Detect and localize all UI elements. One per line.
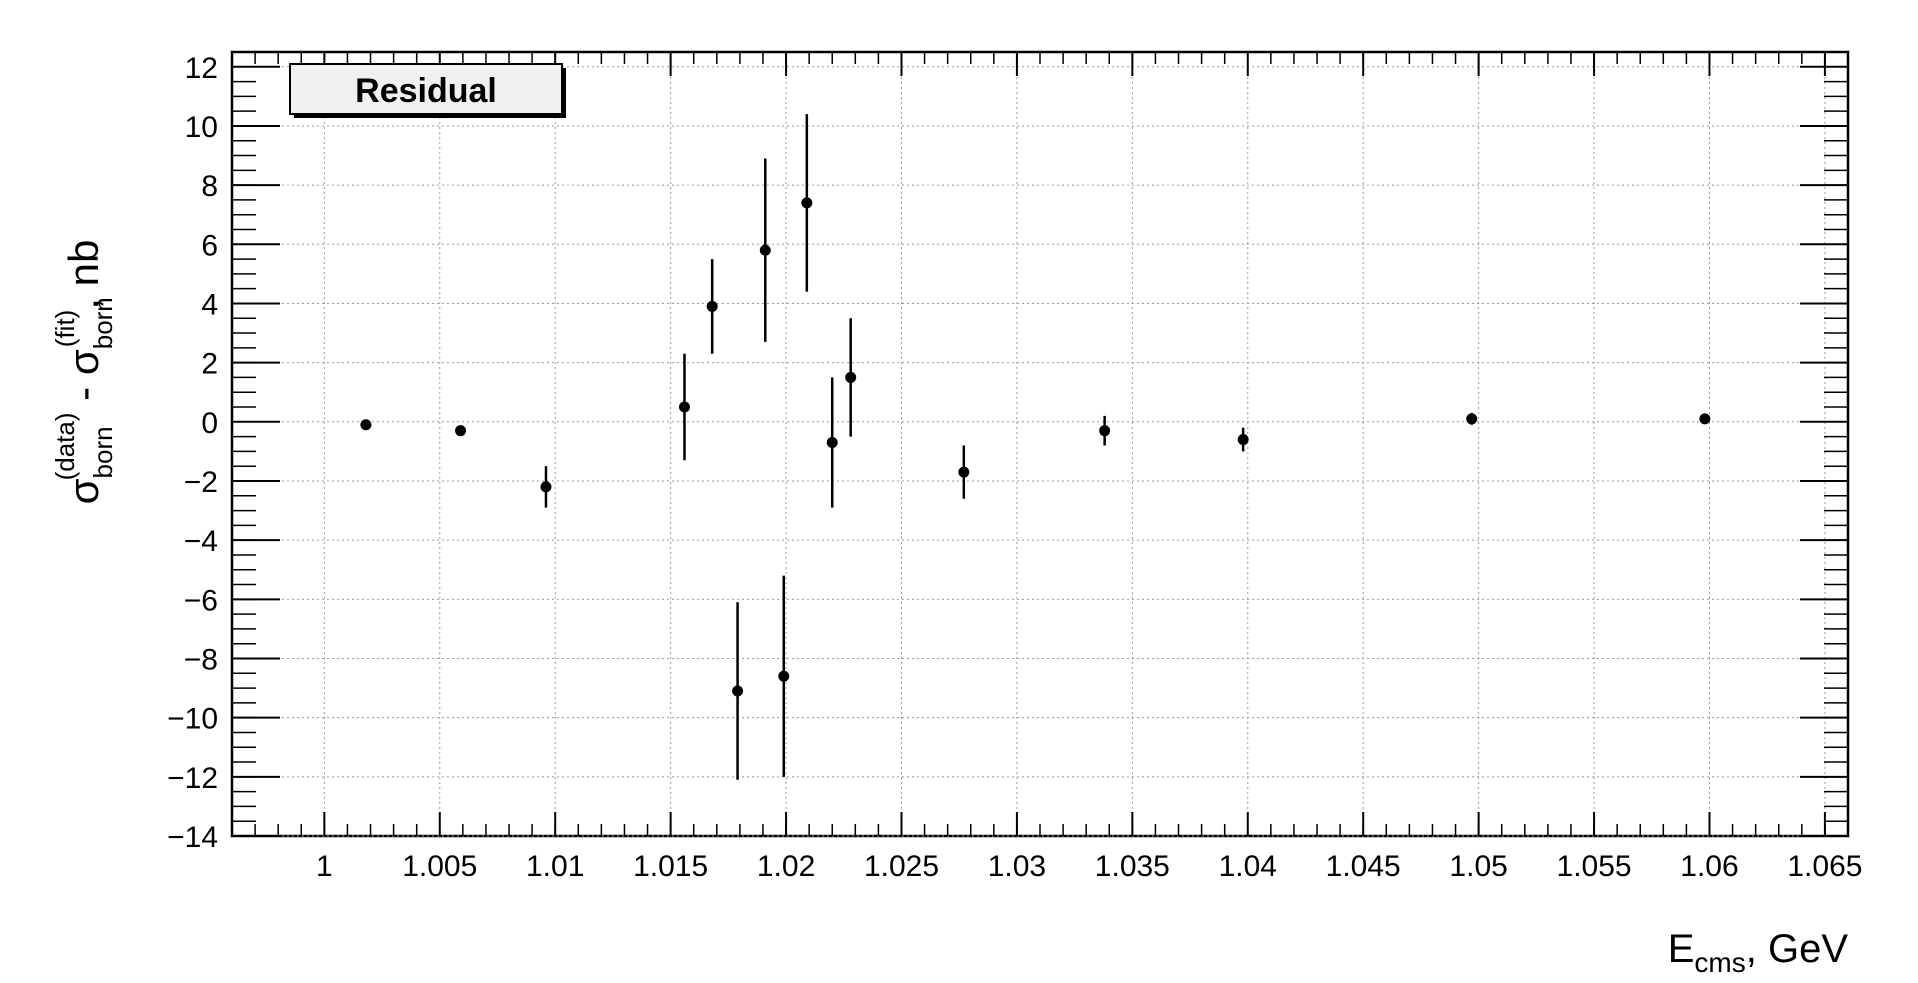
y-axis-title-sub1: born	[88, 426, 118, 478]
x-tick-label: 1.065	[1787, 850, 1862, 883]
data-point	[759, 244, 771, 256]
y-axis-title: σborn(data) - σborn(fit), nb	[50, 240, 118, 505]
data-points	[360, 114, 1711, 780]
y-tick-label: −14	[167, 821, 218, 854]
y-tick-label: 2	[201, 348, 218, 381]
data-point	[706, 300, 718, 312]
y-axis-title-tail: , nb	[60, 240, 107, 310]
x-tick-label: 1.005	[402, 850, 477, 883]
x-tick-label: 1.05	[1449, 850, 1507, 883]
x-axis-title: Ecms, GeV	[1668, 927, 1849, 978]
x-tick-label: 1.055	[1557, 850, 1632, 883]
axis-ticks	[231, 52, 1849, 837]
y-tick-label: −8	[184, 643, 218, 676]
data-point	[845, 371, 857, 383]
y-axis-title-sigma2: σ	[60, 349, 107, 375]
x-tick-label: 1.035	[1095, 850, 1170, 883]
y-axis-title-sigma1: σ	[60, 478, 107, 504]
data-point	[1699, 413, 1711, 425]
y-tick-label: 4	[201, 288, 218, 321]
x-axis-title-main: E	[1668, 927, 1695, 971]
legend-frame	[289, 63, 563, 115]
x-tick-label: 1.045	[1326, 850, 1401, 883]
y-tick-label: 8	[201, 170, 218, 203]
y-tick-label: −4	[184, 525, 218, 558]
y-tick-label: 12	[185, 52, 218, 85]
y-tick-label: −6	[184, 584, 218, 617]
x-axis-title-tail: , GeV	[1746, 927, 1849, 971]
data-point	[778, 670, 790, 682]
data-point	[1099, 425, 1111, 437]
data-point	[826, 437, 838, 449]
data-point	[958, 466, 970, 478]
y-tick-label: −12	[167, 762, 218, 795]
x-tick-label: 1.06	[1680, 850, 1738, 883]
legend-box: Residual	[289, 63, 566, 118]
data-point	[360, 419, 372, 431]
x-tick-labels: 1 1.005 1.01 1.015 1.02 1.025 1.03 1.035 1.04 1.0…	[316, 850, 1862, 883]
data-point	[678, 401, 690, 413]
x-tick-label: 1.025	[864, 850, 939, 883]
y-tick-label: 0	[201, 407, 218, 440]
y-axis-title-sub2: born	[88, 297, 118, 349]
data-point	[1466, 413, 1478, 425]
data-point	[732, 685, 744, 697]
data-point	[801, 197, 813, 209]
y-axis-title-sup1: (data)	[50, 413, 80, 481]
x-axis-title-sub: cms	[1694, 947, 1745, 978]
data-point	[1237, 434, 1249, 446]
y-axis-title-minus: -	[60, 375, 107, 412]
x-tick-label: 1.02	[757, 850, 815, 883]
legend-label: Residual	[355, 72, 497, 110]
y-axis-title-sup2: (fit)	[50, 310, 80, 348]
y-tick-label: 6	[201, 229, 218, 262]
x-tick-label: 1.01	[526, 850, 584, 883]
x-tick-label: 1.03	[988, 850, 1046, 883]
x-tick-label: 1.015	[633, 850, 708, 883]
x-tick-label: 1	[316, 850, 333, 883]
y-tick-labels: −14 −12 −10 −8 −6 −4 −2 0 2 4 6 8 10 12	[167, 52, 218, 854]
y-tick-label: −10	[167, 703, 218, 736]
grid	[232, 52, 1848, 837]
y-tick-label: −2	[184, 466, 218, 499]
y-tick-label: 10	[185, 111, 218, 144]
data-point	[455, 425, 467, 437]
data-point	[540, 481, 552, 493]
plot-frame	[230, 50, 1850, 838]
x-tick-label: 1.04	[1219, 850, 1277, 883]
